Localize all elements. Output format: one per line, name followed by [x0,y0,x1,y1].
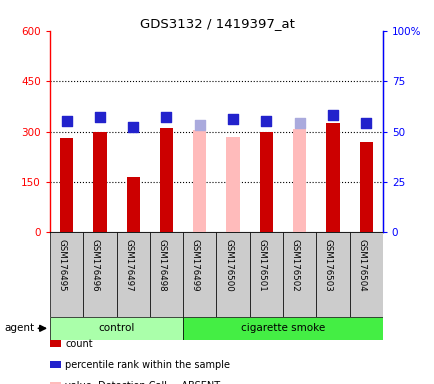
Point [296,120,302,126]
Bar [193,130,206,232]
Point [329,112,335,118]
Point [362,120,369,126]
Bar [283,232,316,317]
Point [196,122,203,129]
Text: GSM176501: GSM176501 [257,239,266,292]
Bar [183,232,216,317]
Bar [116,232,149,317]
Bar [93,131,106,232]
Point [63,118,70,124]
Text: GSM176499: GSM176499 [191,239,199,291]
Bar [358,142,372,232]
Bar [126,177,140,232]
Point [96,114,103,121]
Bar [259,131,273,232]
Text: GSM176503: GSM176503 [323,239,332,292]
Bar [183,317,382,340]
Bar [326,123,339,232]
Text: GSM176497: GSM176497 [124,239,133,292]
Text: value, Detection Call = ABSENT: value, Detection Call = ABSENT [65,381,220,384]
Bar [349,232,382,317]
Bar [149,232,183,317]
Point [129,124,136,131]
Point [163,114,170,121]
Text: GSM176498: GSM176498 [157,239,166,292]
Text: GSM176500: GSM176500 [224,239,233,292]
Text: percentile rank within the sample: percentile rank within the sample [65,360,230,370]
Bar [249,232,283,317]
Bar [83,232,116,317]
Bar [159,128,173,232]
Bar [60,138,73,232]
Text: GSM176496: GSM176496 [91,239,100,292]
Text: GSM176495: GSM176495 [58,239,66,292]
Bar [316,232,349,317]
Bar [292,129,306,232]
Point [262,118,269,124]
Text: control: control [98,323,135,333]
Point [229,116,236,122]
Text: count: count [65,339,93,349]
Bar [50,232,83,317]
Text: GSM176504: GSM176504 [356,239,365,292]
Bar [50,317,183,340]
Text: GDS3132 / 1419397_at: GDS3132 / 1419397_at [140,17,294,30]
Bar [226,137,239,232]
Text: GSM176502: GSM176502 [290,239,299,292]
Bar [216,232,249,317]
Text: cigarette smoke: cigarette smoke [240,323,324,333]
Text: agent: agent [4,323,34,333]
